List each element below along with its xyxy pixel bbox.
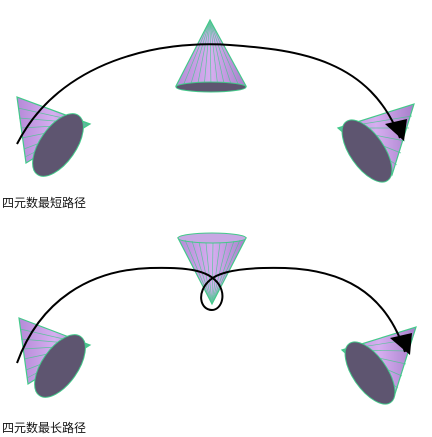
cone-middle-top [175, 18, 248, 93]
caption-shortest-path: 四元数最短路径 [2, 196, 87, 210]
shortest-path-arrow [16, 43, 407, 145]
cone-end-bottom [340, 326, 417, 405]
shortest-path-panel [16, 18, 415, 183]
longest-path-panel [16, 232, 417, 405]
caption-longest-path: 四元数最长路径 [2, 421, 87, 435]
cone-end-top [336, 103, 415, 183]
cone-start-bottom [18, 317, 92, 398]
cone-start-top [16, 96, 92, 177]
longest-path-arrow [16, 266, 412, 364]
